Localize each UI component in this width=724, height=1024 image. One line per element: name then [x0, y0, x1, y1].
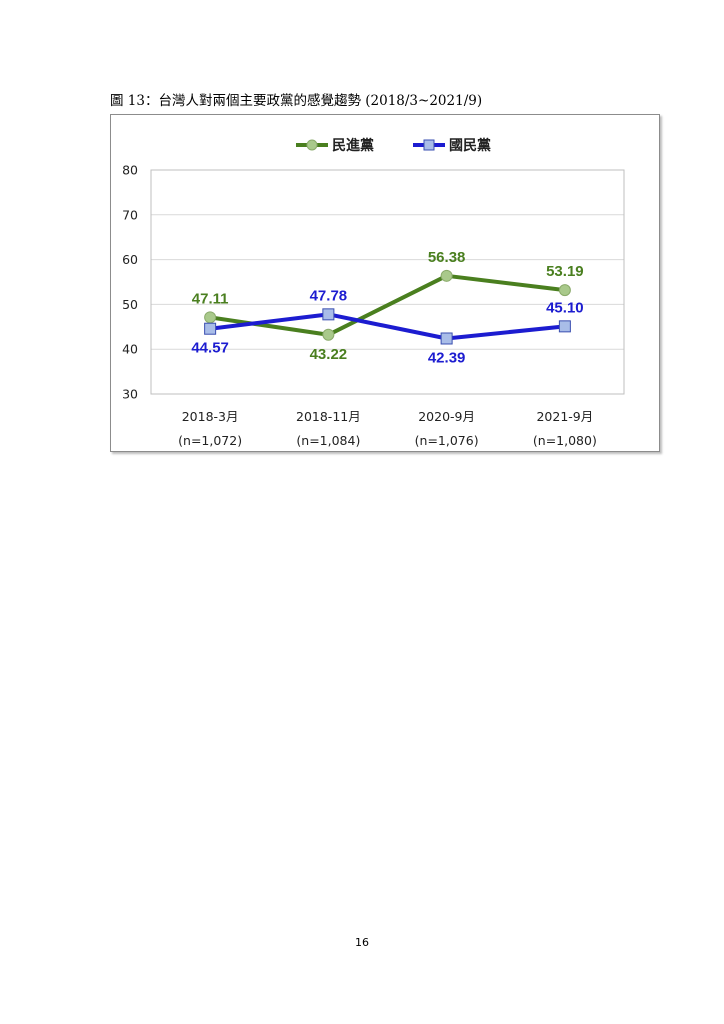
x-tick-label: 2018-3月 — [182, 409, 239, 424]
legend-label-dpp: 民進黨 — [332, 137, 374, 154]
x-tick-label: 2021-9月 — [536, 409, 593, 424]
data-label-kmt: 44.57 — [191, 340, 229, 357]
x-tick-label: 2020-9月 — [418, 409, 475, 424]
x-tick-sublabel: (n=1,076) — [415, 433, 479, 448]
data-label-dpp: 56.38 — [428, 249, 466, 266]
x-tick-sublabel: (n=1,080) — [533, 433, 597, 448]
data-point-dpp — [322, 328, 335, 341]
chart-frame: 30 40 50 60 70 80 2018-3月 (n=1,072) 2018-11月 (n=1… — [110, 114, 660, 452]
y-tick-label: 30 — [122, 387, 138, 402]
y-tick-label: 80 — [122, 163, 138, 178]
data-label-kmt: 47.78 — [310, 287, 348, 304]
y-tick-label: 70 — [122, 207, 138, 222]
data-point-kmt — [440, 332, 453, 345]
data-label-dpp: 43.22 — [310, 346, 348, 363]
data-point-dpp — [204, 311, 217, 324]
series-line-dpp — [209, 273, 566, 337]
line-chart: 30 40 50 60 70 80 2018-3月 (n=1,072) 2018-11月 (n=1… — [122, 137, 625, 448]
plot-area-border — [150, 169, 625, 395]
x-tick-label: 2018-11月 — [296, 409, 361, 424]
legend-marker-dpp — [306, 139, 318, 151]
data-point-kmt — [204, 322, 217, 335]
x-tick-sublabel: (n=1,084) — [296, 433, 360, 448]
data-point-dpp — [558, 284, 571, 297]
page-number: 16 — [355, 936, 369, 949]
legend-marker-kmt — [423, 139, 435, 151]
y-tick-label: 50 — [122, 297, 138, 312]
series-line-kmt — [209, 312, 566, 341]
y-tick-label: 40 — [122, 342, 138, 357]
y-tick-label: 60 — [122, 252, 138, 267]
data-label-kmt: 45.10 — [546, 299, 584, 316]
legend-label-kmt: 國民黨 — [449, 137, 491, 154]
data-label-dpp: 53.19 — [546, 263, 584, 280]
data-point-kmt — [322, 308, 335, 321]
figure-caption: 圖 13：台灣人對兩個主要政黨的感覺趨勢 (2018/3~2021/9) — [110, 93, 483, 109]
data-label-kmt: 42.39 — [428, 349, 466, 366]
data-point-dpp — [440, 269, 453, 282]
data-label-dpp: 47.11 — [192, 290, 229, 307]
x-tick-sublabel: (n=1,072) — [178, 433, 242, 448]
data-point-kmt — [558, 320, 571, 333]
